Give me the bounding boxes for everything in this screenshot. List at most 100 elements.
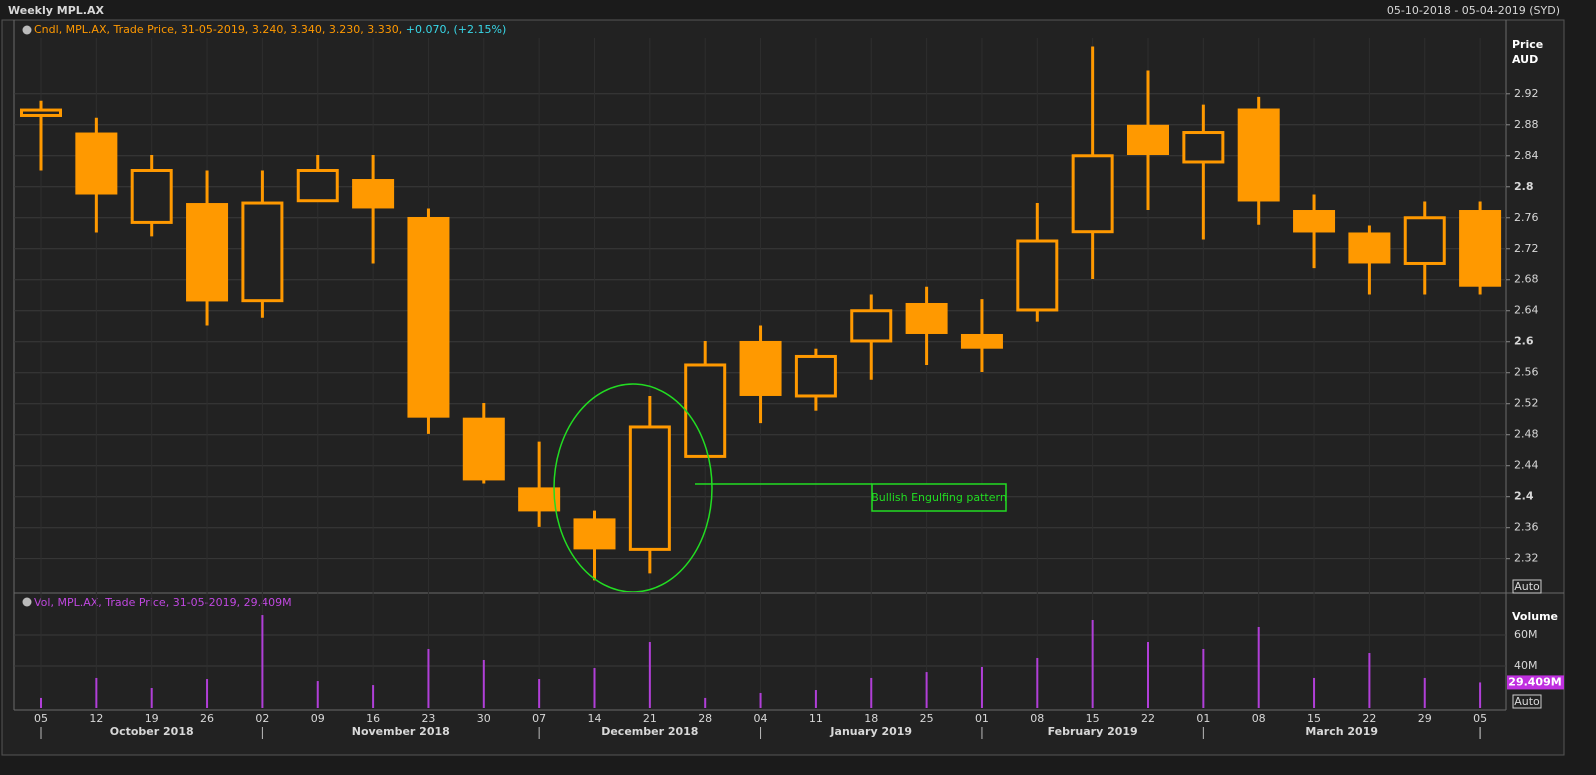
volume-bar	[1313, 677, 1316, 708]
last-value-label: 29.409M	[1508, 675, 1561, 688]
candle-body-down	[905, 302, 948, 334]
x-tick-label: 05	[1473, 712, 1487, 725]
y-axis-title: Price	[1512, 38, 1543, 51]
auto-label[interactable]: Auto	[1514, 695, 1540, 708]
volume-bar	[206, 679, 209, 708]
legend-icon	[22, 25, 32, 35]
candle-body-down	[352, 179, 395, 209]
y-tick-label: 2.84	[1514, 149, 1539, 162]
x-tick-label: 16	[366, 712, 380, 725]
y-tick-label: 2.8	[1514, 180, 1534, 193]
candle-body-down	[573, 518, 616, 550]
y-tick-label: 40M	[1514, 659, 1538, 672]
candle-body-down	[186, 203, 229, 302]
date-range: 05-10-2018 - 05-04-2019 (SYD)	[1387, 4, 1560, 17]
month-label: November 2018	[352, 725, 450, 738]
volume-bar	[1423, 677, 1426, 708]
volume-bar	[538, 679, 541, 708]
x-tick-label: 08	[1030, 712, 1044, 725]
y-tick-label: 2.92	[1514, 87, 1539, 100]
y-tick-label: 2.52	[1514, 397, 1539, 410]
volume-bar	[150, 688, 153, 708]
x-tick-label: 09	[311, 712, 325, 725]
candle-body-up	[1182, 131, 1225, 164]
x-tick-label: 21	[643, 712, 657, 725]
x-tick-label: 11	[809, 712, 823, 725]
y-tick-label: 2.64	[1514, 304, 1539, 317]
volume-bar	[95, 677, 98, 708]
y-tick-label: 2.56	[1514, 366, 1539, 379]
month-label: February 2019	[1048, 725, 1138, 738]
candle-body-down	[739, 340, 782, 396]
y-tick-label: 2.72	[1514, 242, 1539, 255]
month-label: December 2018	[601, 725, 698, 738]
volume-bar	[482, 659, 485, 708]
volume-bar	[980, 666, 983, 708]
candle-body-up	[628, 425, 671, 551]
candle-body-up	[20, 108, 62, 117]
volume-bar	[870, 677, 873, 708]
candle-body-down	[1237, 108, 1280, 202]
volume-bar	[925, 672, 928, 708]
volume-bar	[1091, 620, 1094, 708]
x-tick-label: 28	[698, 712, 712, 725]
y-axis-unit: AUD	[1512, 53, 1538, 66]
x-tick-label: 07	[532, 712, 546, 725]
x-tick-label: 12	[89, 712, 103, 725]
volume-bar	[648, 642, 651, 708]
auto-button[interactable]	[1512, 694, 1542, 709]
candle-body-down	[75, 132, 118, 195]
month-label: October 2018	[110, 725, 194, 738]
x-tick-label: 14	[588, 712, 602, 725]
y-tick-label: 2.32	[1514, 552, 1539, 565]
candle-body-up	[794, 354, 837, 398]
y-tick-label: 2.4	[1514, 490, 1534, 503]
y-tick-label: 2.36	[1514, 521, 1539, 534]
x-tick-label: 25	[920, 712, 934, 725]
candle-body-up	[241, 201, 284, 303]
volume-bar	[1368, 653, 1371, 708]
legend-icon	[22, 597, 32, 607]
volume-axis-title: Volume	[1512, 610, 1558, 623]
x-tick-label: 15	[1307, 712, 1321, 725]
volume-bar	[1147, 642, 1149, 708]
marks: 29.409M	[20, 46, 1564, 708]
volume-bar	[316, 681, 319, 708]
candle-body-down	[1293, 210, 1336, 233]
y-tick-label: 2.68	[1514, 273, 1539, 286]
volume-legend: Vol, MPL.AX, Trade Price, 31-05-2019, 29…	[34, 596, 292, 609]
volume-bar	[1036, 657, 1039, 708]
candle-body-down	[1127, 124, 1169, 155]
chart-title: Weekly MPL.AX	[8, 4, 104, 17]
auto-button[interactable]	[1512, 579, 1542, 594]
auto-label[interactable]: Auto	[1514, 580, 1540, 593]
candle-body-down	[960, 333, 1003, 349]
volume-bar	[261, 615, 264, 708]
x-tick-label: 22	[1362, 712, 1376, 725]
candle-body-down	[518, 487, 561, 512]
candle-body-up	[1016, 239, 1059, 312]
x-tick-label: 18	[864, 712, 878, 725]
volume-bar	[427, 648, 430, 708]
last-value-box	[1507, 675, 1564, 690]
x-tick-label: 15	[1086, 712, 1100, 725]
x-tick-label: 04	[754, 712, 768, 725]
legend-change: +0.070, (+2.15%)	[406, 23, 506, 36]
volume-bar	[1257, 626, 1260, 708]
x-tick-label: 08	[1252, 712, 1266, 725]
volume-bar	[1479, 682, 1482, 708]
candle-body-up	[684, 363, 727, 458]
y-tick-label: 2.6	[1514, 335, 1534, 348]
y-tick-label: 2.44	[1514, 459, 1539, 472]
candle-body-up	[130, 168, 173, 224]
x-tick-label: 01	[1196, 712, 1210, 725]
chart-frame	[1, 19, 1565, 756]
x-tick-label: 30	[477, 712, 491, 725]
y-tick-label: 2.76	[1514, 211, 1539, 224]
volume-bar	[593, 668, 596, 708]
candle-body-up	[1403, 216, 1446, 265]
candle-body-up	[1071, 154, 1114, 234]
candle-body-up	[850, 309, 893, 343]
y-tick-label: 2.88	[1514, 118, 1539, 131]
